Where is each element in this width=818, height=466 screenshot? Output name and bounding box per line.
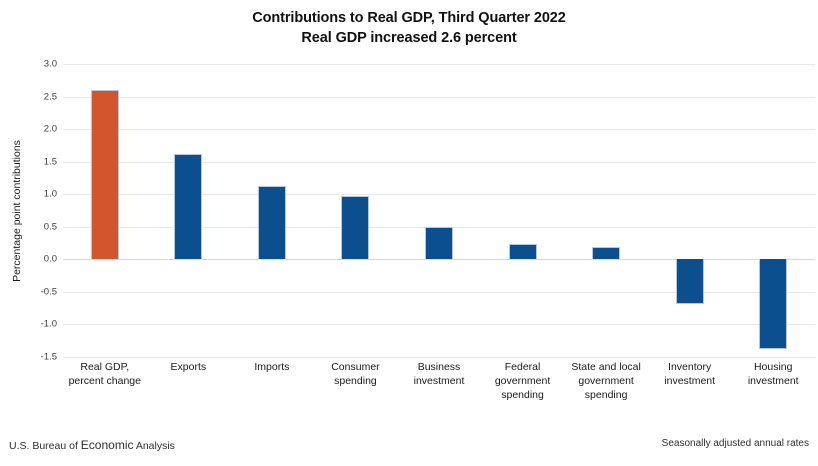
- bar[interactable]: [675, 259, 704, 304]
- x-axis-label-line: investment: [747, 375, 799, 387]
- y-tick-label: -0.5: [40, 286, 57, 298]
- footer-source-prefix: U.S. Bureau of: [9, 440, 81, 452]
- x-axis-label-line: Inventory: [668, 361, 712, 373]
- bar[interactable]: [90, 90, 119, 260]
- y-tick-label: -1.5: [40, 351, 57, 363]
- x-axis-label: Federal government spending: [475, 360, 571, 402]
- gridline: -1.5: [41, 352, 815, 363]
- x-axis-label: Inventory investment: [642, 360, 738, 388]
- y-tick-label: 1.5: [43, 156, 57, 168]
- bar[interactable]: [257, 185, 286, 260]
- x-axis-label-line: Imports: [254, 361, 290, 373]
- x-axis-label-line: government: [494, 375, 551, 387]
- bar[interactable]: [174, 153, 203, 260]
- y-axis-title-label: Percentage point contributions: [11, 139, 23, 282]
- footer-source: U.S. Bureau of Economic Analysis: [9, 438, 175, 452]
- x-axis-labels: Real GDP, percent change Exports Imports Con…: [63, 360, 815, 430]
- bar[interactable]: [425, 227, 453, 260]
- page-title: Contributions to Real GDP, Third Quarter…: [0, 8, 818, 48]
- x-axis-label-line: spending: [501, 389, 544, 401]
- gridline: 1.0: [44, 189, 815, 200]
- chart-plot-area: 3.0 2.5 2.0 1.5 1.0 0.5 0.0 -0.5 -1.0 -1.5: [41, 59, 815, 363]
- gridline: 2.5: [44, 91, 815, 102]
- bar[interactable]: [759, 259, 788, 349]
- x-axis-label-line: percent change: [68, 375, 141, 387]
- x-axis-label-line: Exports: [170, 361, 207, 373]
- zero-axis-line: 0.0: [44, 254, 815, 265]
- bar[interactable]: [592, 246, 621, 260]
- chart-subtitle-line: Real GDP increased 2.6 percent: [301, 30, 517, 46]
- x-axis-label-line: Business: [417, 361, 461, 373]
- x-axis-label: Real GDP, percent change: [57, 360, 153, 388]
- chart-footer: U.S. Bureau of Economic Analysis Seasona…: [0, 438, 818, 456]
- x-axis-label: Housing investment: [725, 360, 818, 388]
- x-axis-label: Consumer spending: [307, 360, 403, 388]
- gridline: 2.0: [44, 124, 815, 135]
- gridline: 0.5: [44, 221, 815, 232]
- footer-source-suffix: Analysis: [133, 440, 175, 452]
- gridline: -0.5: [41, 286, 815, 297]
- x-axis-label-line: investment: [664, 375, 716, 387]
- footer-source-emphasis: Economic: [80, 438, 134, 452]
- y-tick-label: -1.0: [40, 318, 57, 330]
- x-axis-label: State and local government spending: [558, 360, 654, 402]
- x-axis-label: Business investment: [391, 360, 487, 388]
- footer-note: Seasonally adjusted annual rates: [661, 438, 809, 449]
- y-tick-label: 0.0: [43, 253, 57, 265]
- y-tick-label: 0.5: [43, 221, 57, 233]
- bar[interactable]: [341, 196, 370, 260]
- x-axis-label: Exports: [140, 360, 236, 374]
- x-axis-label-line: Consumer: [331, 361, 380, 373]
- y-tick-label: 1.0: [43, 188, 57, 200]
- x-axis-label-line: government: [578, 375, 634, 387]
- y-axis-title: Percentage point contributions: [6, 64, 28, 357]
- y-tick-label: 2.5: [43, 91, 57, 103]
- x-axis-label-line: spending: [584, 389, 628, 401]
- x-axis-label-line: spending: [334, 375, 377, 387]
- x-axis-label-line: investment: [413, 375, 465, 387]
- x-axis-label-line: Housing: [753, 361, 793, 373]
- gridline: 3.0: [44, 59, 815, 70]
- gridline: 1.5: [44, 156, 815, 167]
- gridline: -1.0: [41, 319, 815, 330]
- bar[interactable]: [508, 244, 537, 260]
- y-tick-label: 3.0: [43, 58, 57, 70]
- y-tick-label: 2.0: [43, 123, 57, 135]
- x-axis-label-line: Federal: [504, 361, 541, 373]
- x-axis-label-line: State and local: [571, 361, 641, 373]
- chart-title-line: Contributions to Real GDP, Third Quarter…: [252, 10, 566, 26]
- x-axis-label: Imports: [224, 360, 320, 374]
- x-axis-label-line: Real GDP,: [80, 361, 130, 373]
